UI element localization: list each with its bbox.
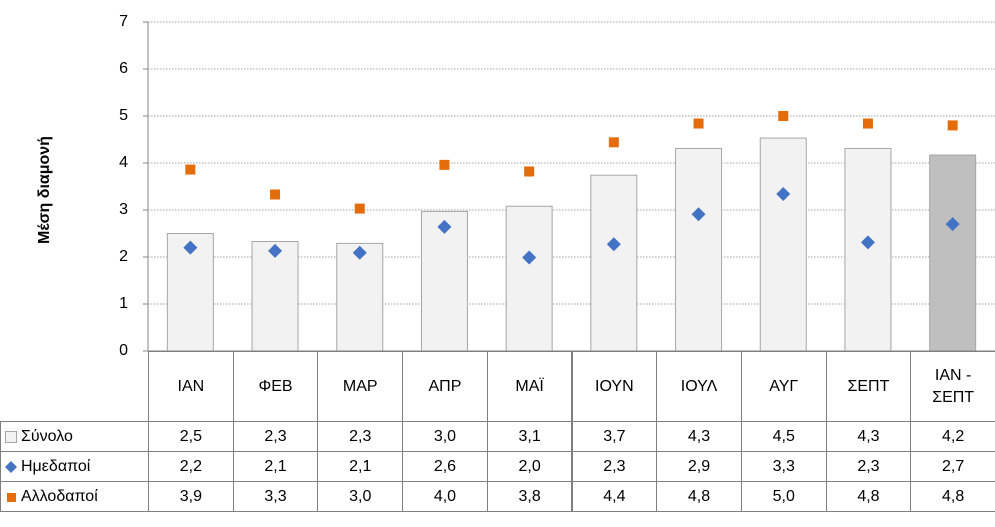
y-axis-label: Μέση διαμονή bbox=[36, 136, 53, 244]
value-cell: 4,2 bbox=[910, 421, 995, 452]
y-tick-label: 3 bbox=[119, 201, 128, 218]
bar bbox=[336, 242, 384, 352]
value-cell: 2,2 bbox=[148, 451, 234, 482]
square-marker bbox=[354, 203, 365, 214]
category-cell: ΙΑΝ - ΣΕΠΤ bbox=[910, 351, 995, 422]
category-cell: ΙΟΥΛ bbox=[656, 351, 742, 422]
value-cell: 2,1 bbox=[317, 451, 404, 482]
value-cell: 4,3 bbox=[825, 421, 912, 452]
legend-label: Σύνολο bbox=[21, 427, 73, 445]
value-cell: 4,8 bbox=[910, 481, 995, 512]
category-cell: ΙΟΥΝ bbox=[571, 351, 658, 422]
legend-label: Αλλοδαποί bbox=[21, 487, 98, 505]
legend-cell: Ημεδαποί bbox=[0, 451, 149, 482]
diamond-marker bbox=[352, 245, 367, 260]
bar bbox=[844, 147, 892, 352]
category-cell: ΙΑΝ bbox=[148, 351, 234, 422]
diamond-marker bbox=[860, 235, 875, 250]
value-cell: 2,3 bbox=[825, 451, 912, 482]
diamond-marker bbox=[691, 207, 706, 222]
value-cell: 2,0 bbox=[486, 451, 573, 482]
legend-cell: Σύνολο bbox=[0, 421, 149, 452]
square-marker bbox=[185, 164, 196, 175]
value-cell: 3,3 bbox=[232, 481, 319, 512]
bar bbox=[759, 137, 807, 352]
diamond-marker bbox=[606, 237, 621, 252]
bar bbox=[675, 147, 723, 352]
y-tick-label: 2 bbox=[119, 248, 128, 265]
square-marker bbox=[862, 118, 873, 129]
category-cell: ΜΑΪ bbox=[486, 351, 573, 422]
legend-key bbox=[5, 460, 17, 473]
value-cell: 2,9 bbox=[656, 451, 742, 482]
value-cell: 4,8 bbox=[825, 481, 912, 512]
value-cell: 4,8 bbox=[656, 481, 742, 512]
value-cell: 4,0 bbox=[402, 481, 488, 512]
value-cell: 3,3 bbox=[740, 451, 827, 482]
value-cell: 2,3 bbox=[317, 421, 404, 452]
value-cell: 2,7 bbox=[910, 451, 995, 482]
value-cell: 3,0 bbox=[317, 481, 404, 512]
value-cell: 2,1 bbox=[232, 451, 319, 482]
value-cell: 2,5 bbox=[148, 421, 234, 452]
diamond-marker bbox=[776, 187, 791, 202]
value-cell: 3,7 bbox=[571, 421, 658, 452]
bar bbox=[590, 174, 638, 352]
square-marker bbox=[524, 166, 535, 177]
y-tick-label: 1 bbox=[119, 295, 128, 312]
diamond-marker bbox=[268, 243, 283, 258]
value-cell: 3,1 bbox=[486, 421, 573, 452]
bar bbox=[929, 154, 977, 352]
value-cell: 3,8 bbox=[486, 481, 573, 512]
value-cell: 2,3 bbox=[232, 421, 319, 452]
value-cell: 4,4 bbox=[571, 481, 658, 512]
category-cell: ΦΕΒ bbox=[232, 351, 319, 422]
value-cell: 2,3 bbox=[571, 451, 658, 482]
value-cell: 3,9 bbox=[148, 481, 234, 512]
legend-key-box bbox=[5, 430, 17, 443]
square-marker bbox=[608, 137, 619, 148]
diamond-marker bbox=[183, 240, 198, 255]
value-cell: 4,5 bbox=[740, 421, 827, 452]
value-cell: 2,6 bbox=[402, 451, 488, 482]
square-marker bbox=[439, 159, 450, 170]
value-cell: 5,0 bbox=[740, 481, 827, 512]
legend-label: Ημεδαποί bbox=[21, 457, 91, 475]
diamond-marker bbox=[945, 217, 960, 232]
legend-key-box bbox=[5, 460, 17, 473]
square-marker bbox=[947, 120, 958, 131]
value-cell: 4,3 bbox=[656, 421, 742, 452]
y-tick-label: 7 bbox=[119, 13, 128, 30]
bar bbox=[420, 210, 468, 352]
category-cell: ΑΥΓ bbox=[740, 351, 827, 422]
category-cell: ΑΠΡ bbox=[402, 351, 488, 422]
legend-key bbox=[5, 430, 17, 443]
y-tick-label: 6 bbox=[119, 60, 128, 77]
category-cell: ΜΑΡ bbox=[317, 351, 404, 422]
square-marker bbox=[778, 111, 789, 121]
y-tick-label: 0 bbox=[119, 342, 128, 359]
diamond-marker bbox=[437, 219, 452, 234]
y-tick-label: 4 bbox=[119, 154, 128, 171]
bar bbox=[505, 205, 553, 352]
bar bbox=[251, 240, 299, 352]
value-cell: 3,0 bbox=[402, 421, 488, 452]
legend-key-box bbox=[7, 492, 16, 502]
category-cell: ΣΕΠΤ bbox=[825, 351, 912, 422]
diamond-marker bbox=[522, 250, 537, 265]
square-marker bbox=[270, 189, 281, 200]
y-tick-label: 5 bbox=[119, 107, 128, 124]
square-marker bbox=[693, 118, 704, 129]
legend-cell: Αλλοδαποί bbox=[0, 481, 149, 512]
legend-key bbox=[7, 492, 16, 502]
